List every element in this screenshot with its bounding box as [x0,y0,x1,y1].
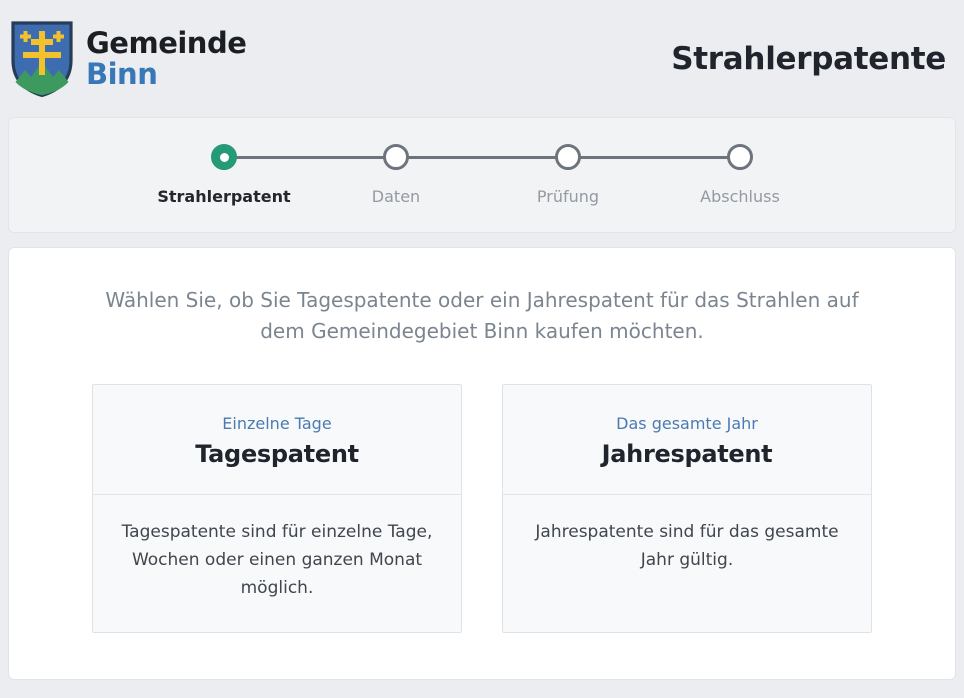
step-daten: Daten [310,144,482,206]
option-card-jahrespatent[interactable]: Das gesamte Jahr Jahrespatent Jahrespate… [502,384,872,634]
wizard-stepper-panel: Strahlerpatent Daten Prüfung Abschluss [8,117,956,233]
brand-logo[interactable]: Gemeinde Binn [10,20,247,98]
option-title: Jahrespatent [601,440,773,468]
stepper-connector-line [224,156,740,159]
step-indicator-dot [727,144,753,170]
step-label: Prüfung [536,187,600,206]
main-panel: Wählen Sie, ob Sie Tagespatente oder ein… [8,247,956,680]
step-indicator-dot-active [211,144,237,170]
brand-text: Gemeinde Binn [86,26,247,91]
step-abschluss: Abschluss [654,144,826,206]
patent-options: Einzelne Tage Tagespatent Tagespatente s… [29,384,935,634]
option-description: Jahrespatente sind für das gesamte Jahr … [535,522,839,571]
option-eyebrow: Einzelne Tage [222,414,332,433]
binn-coat-of-arms-icon [11,20,73,97]
intro-text: Wählen Sie, ob Sie Tagespatente oder ein… [105,288,859,343]
brand-org-name: Gemeinde [86,26,247,61]
step-label: Abschluss [700,187,780,206]
option-title: Tagespatent [195,440,359,468]
step-label: Daten [371,187,421,206]
option-eyebrow: Das gesamte Jahr [616,414,758,433]
brand-place-name: Binn [86,56,158,91]
option-card-header: Einzelne Tage Tagespatent [93,385,461,495]
option-description: Tagespatente sind für einzelne Tage, Woc… [121,522,433,599]
header: Gemeinde Binn Strahlerpatente [8,0,956,117]
page-title: Strahlerpatente [671,40,946,77]
step-strahlerpatent: Strahlerpatent [138,144,310,206]
step-indicator-dot [555,144,581,170]
option-card-tagespatent[interactable]: Einzelne Tage Tagespatent Tagespatente s… [92,384,462,634]
wizard-stepper: Strahlerpatent Daten Prüfung Abschluss [138,144,826,206]
step-indicator-dot [383,144,409,170]
option-card-header: Das gesamte Jahr Jahrespatent [503,385,871,495]
step-pruefung: Prüfung [482,144,654,206]
step-label: Strahlerpatent [157,187,291,206]
